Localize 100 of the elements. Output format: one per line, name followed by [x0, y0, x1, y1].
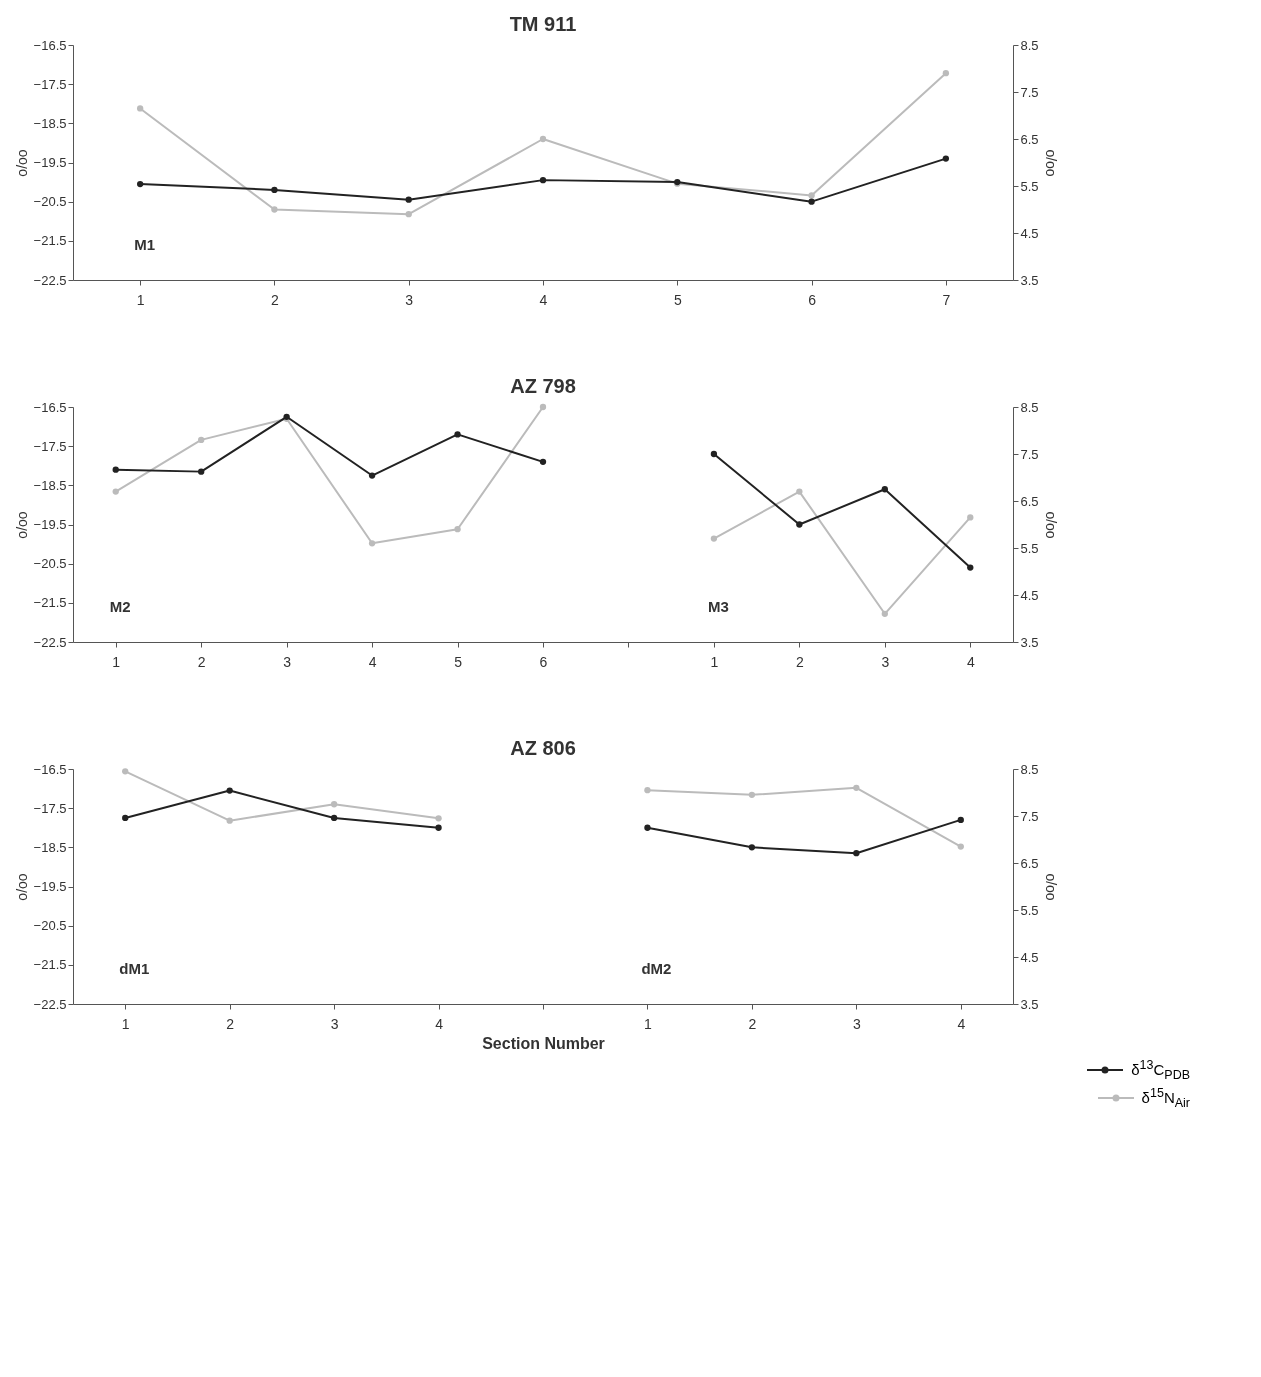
y-tick-label: −16.5 [33, 399, 67, 415]
x-tick-label: 3 [330, 1015, 339, 1032]
chart-title: TM 911 [509, 13, 577, 35]
y-tick-label: −21.5 [33, 957, 67, 973]
x-tick-label: 4 [368, 653, 377, 670]
point [271, 206, 278, 213]
point [748, 791, 756, 799]
x-tick-label: 4 [957, 1015, 966, 1032]
point [405, 211, 412, 218]
x-tick-label: 4 [435, 1015, 444, 1032]
point [644, 824, 651, 831]
y2-tick-label: 4.5 [1020, 225, 1039, 241]
point [454, 431, 461, 438]
x-tick-label: 3 [405, 291, 414, 308]
y-tick-label: −17.5 [33, 800, 67, 816]
y2-tick-label: 3.5 [1020, 996, 1039, 1012]
y2-tick-label: 4.5 [1020, 587, 1039, 603]
x-tick-label: 3 [852, 1015, 861, 1032]
point [226, 787, 233, 794]
y2-tick-label: 3.5 [1020, 634, 1039, 650]
chart-title: AZ 798 [510, 375, 576, 397]
y2-axis-title: o/oo [1042, 511, 1059, 539]
x-tick-label: 6 [539, 653, 548, 670]
annotation: M2 [109, 598, 131, 615]
x-tick-label: 1 [121, 1015, 130, 1032]
x-tick-label: 2 [748, 1015, 757, 1032]
point [539, 458, 547, 465]
point [942, 155, 950, 162]
y-tick-label: −18.5 [33, 839, 67, 855]
x-tick-label: 5 [454, 653, 463, 670]
point [330, 814, 338, 822]
y2-tick-label: 7.5 [1020, 84, 1039, 100]
y-tick-label: −19.5 [33, 517, 67, 532]
point [368, 472, 376, 479]
annotation: dM1 [119, 960, 150, 977]
point [112, 466, 119, 473]
y-axis-title: o/oo [13, 511, 30, 539]
point [853, 850, 860, 857]
point [405, 196, 412, 203]
point [435, 824, 442, 831]
y-tick-label: −21.5 [33, 233, 67, 249]
point [853, 784, 860, 791]
y-axis-title: o/oo [13, 149, 30, 177]
point [271, 186, 278, 194]
x-axis-title: Section Number [482, 1034, 605, 1052]
y2-tick-label: 6.5 [1020, 493, 1039, 509]
annotation: M3 [707, 598, 729, 615]
point [435, 815, 442, 822]
y2-tick-label: 8.5 [1020, 399, 1039, 415]
point [644, 786, 651, 794]
annotation: M1 [134, 236, 155, 253]
point [136, 105, 144, 112]
point [957, 843, 964, 850]
x-tick-label: 3 [881, 653, 890, 670]
point [710, 450, 718, 458]
point [796, 488, 803, 495]
point [539, 176, 547, 184]
legend-label: δ$^{13}$C$_{PDB}$ [1131, 1058, 1190, 1082]
y-tick-label: −20.5 [33, 194, 67, 210]
point [539, 403, 547, 411]
point [808, 198, 815, 205]
annotation: dM2 [641, 960, 672, 977]
y-tick-label: −20.5 [33, 918, 67, 934]
x-tick-label: 4 [966, 653, 975, 670]
y2-axis-title: o/oo [1042, 149, 1059, 177]
y-tick-label: −22.5 [33, 634, 67, 650]
y-tick-label: −17.5 [33, 76, 67, 92]
x-tick-label: 5 [673, 291, 682, 308]
y-tick-label: −22.5 [33, 272, 67, 288]
point [967, 514, 974, 521]
x-tick-label: 2 [271, 291, 280, 308]
y2-tick-label: 7.5 [1020, 446, 1039, 462]
point [122, 814, 129, 822]
y-tick-label: −17.5 [33, 438, 67, 454]
y2-tick-label: 8.5 [1020, 37, 1039, 53]
x-tick-label: 6 [808, 291, 817, 308]
x-tick-label: 1 [644, 1015, 653, 1032]
y-tick-label: −21.5 [33, 595, 67, 611]
point [226, 817, 233, 824]
x-tick-label: 1 [710, 653, 719, 670]
point [942, 70, 950, 77]
point [539, 135, 547, 143]
point [710, 535, 718, 542]
point [198, 468, 205, 475]
y2-tick-label: 6.5 [1020, 855, 1039, 871]
y2-tick-label: 6.5 [1020, 131, 1039, 147]
y-axis-title: o/oo [13, 873, 30, 901]
point [881, 610, 888, 617]
point [748, 844, 756, 851]
point [881, 486, 888, 493]
point [957, 816, 964, 824]
x-tick-label: 1 [112, 653, 121, 670]
x-tick-label: 3 [283, 653, 292, 670]
y2-tick-label: 5.5 [1020, 178, 1039, 194]
point [112, 488, 119, 495]
y2-tick-label: 4.5 [1020, 949, 1039, 965]
x-tick-label: 2 [197, 653, 206, 670]
point [330, 801, 338, 808]
point [122, 768, 129, 775]
y-tick-label: −22.5 [33, 996, 67, 1012]
